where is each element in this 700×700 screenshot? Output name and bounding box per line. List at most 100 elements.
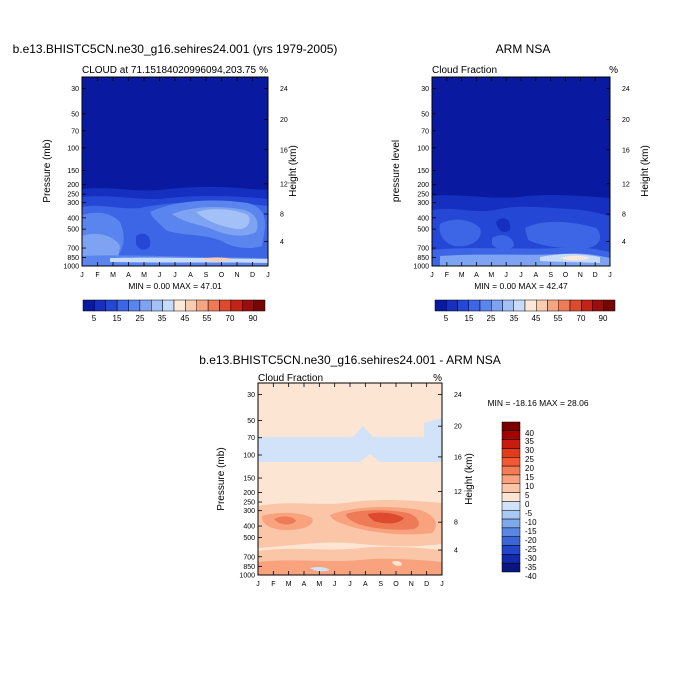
- panel-diff-units: %: [433, 373, 442, 384]
- y2-tick-label: 16: [454, 454, 462, 461]
- colorbar-label: 5: [444, 314, 449, 323]
- colorbar-swatch: [501, 492, 521, 502]
- colorbar-swatch: [524, 299, 537, 312]
- contour-lower-left: [82, 233, 120, 258]
- contour-midlevel-dark: [496, 218, 511, 232]
- colorbar-label: 90: [599, 314, 608, 323]
- y2-tick-label: 20: [622, 117, 630, 124]
- contour-upper-blue-right: [424, 418, 442, 437]
- panel-model-subtitle: CLOUD at 71.15184020996094,203.75: [82, 65, 256, 76]
- y2-tick-label: 4: [280, 239, 284, 246]
- y2-tick-label: 24: [622, 86, 630, 93]
- colorbar-label: 35: [510, 314, 519, 323]
- panel-model-title: b.e13.BHISTC5CN.ne30_g16.sehires24.001 (…: [13, 42, 338, 56]
- contour-level-15-20-a: [439, 219, 481, 247]
- panel-diff-minmax: MIN = -18.16 MAX = 28.06: [487, 398, 588, 408]
- x-tick-label: F: [445, 272, 449, 279]
- panel-arm-field: [432, 77, 610, 266]
- panel-arm-ylabel-right: Height (km): [640, 145, 651, 197]
- y-tick-label: 200: [243, 490, 255, 497]
- colorbar-swatch: [501, 554, 521, 564]
- colorbar-swatch: [479, 299, 492, 312]
- contour-midlevel-dark: [136, 233, 151, 250]
- colorbar-swatch: [116, 299, 129, 312]
- colorbar-label: 5: [92, 314, 97, 323]
- y-tick-label: 500: [243, 535, 255, 542]
- colorbar-swatch: [185, 299, 197, 312]
- x-tick-label: N: [578, 272, 583, 279]
- y-tick-label: 250: [67, 192, 79, 199]
- x-tick-label: J: [256, 581, 260, 588]
- y2-tick-label: 20: [280, 117, 288, 124]
- axes-layer: J F M A M J J A S O N D J305070100150200250300400500…: [63, 77, 630, 588]
- colorbar-swatch: [446, 299, 458, 312]
- x-tick-label: A: [533, 272, 538, 279]
- contour-surface-peak: [202, 257, 232, 262]
- y-tick-label: 300: [243, 508, 255, 515]
- colorbar-swatch: [501, 509, 521, 520]
- contour-level-neg5-0: [258, 437, 442, 462]
- colorbar-swatch: [501, 501, 521, 511]
- x-tick-label: O: [393, 581, 399, 588]
- colorbar-label: 15: [525, 473, 534, 482]
- x-tick-label: J: [333, 581, 337, 588]
- y2-tick-label: 8: [280, 212, 284, 219]
- y-tick-label: 50: [247, 418, 255, 425]
- colorbar-label: -35: [525, 563, 537, 572]
- colorbar-swatch: [501, 474, 521, 485]
- x-tick-label: J: [608, 272, 612, 279]
- y-tick-label: 70: [71, 128, 79, 135]
- colorbar-swatch: [501, 545, 521, 555]
- colorbar-swatch: [162, 299, 175, 312]
- x-tick-label: O: [563, 272, 569, 279]
- colorbar-swatch: [82, 299, 95, 312]
- y2-tick-label: 4: [454, 548, 458, 555]
- colorbar-labels: 5 15 25 35 45 55 70 90: [92, 314, 258, 323]
- y-tick-label: 500: [67, 227, 79, 234]
- y-tick-label: 700: [67, 246, 79, 253]
- x-tick-label: M: [141, 272, 147, 279]
- x-tick-label: M: [110, 272, 116, 279]
- colorbar-swatch: [501, 448, 521, 458]
- colorbar-label: -20: [525, 536, 537, 545]
- x-tick-label: M: [316, 581, 322, 588]
- y2-tick-label: 8: [622, 212, 626, 219]
- y-tick-label: 250: [417, 192, 429, 199]
- x-tick-label: M: [488, 272, 494, 279]
- colorbar-swatch: [501, 483, 521, 493]
- panel-arm-ylabel: pressure level: [391, 140, 402, 202]
- y-tick-label: 300: [417, 200, 429, 207]
- colorbar-labels: 5 15 25 35 45 55 70 90: [444, 314, 608, 323]
- y-tick-label: 700: [243, 554, 255, 561]
- y-tick-label: 400: [243, 524, 255, 531]
- y-tick-label: 100: [417, 145, 429, 152]
- y-tick-label: 1000: [413, 264, 429, 271]
- y2-tick-label: 16: [280, 147, 288, 154]
- colorbar-swatch: [592, 299, 604, 312]
- y-tick-label: 400: [417, 215, 429, 222]
- colorbar-label: 35: [525, 437, 534, 446]
- colorbar-swatch: [558, 299, 571, 312]
- colorbar-swatch: [94, 299, 106, 312]
- x-tick-label: F: [271, 581, 275, 588]
- y-tick-label: 100: [67, 145, 79, 152]
- colorbar-swatch: [501, 527, 521, 537]
- colorbar-swatch: [219, 299, 232, 312]
- y-tick-label: 50: [421, 111, 429, 118]
- x-tick-label: J: [80, 272, 84, 279]
- x-tick-label: M: [459, 272, 465, 279]
- panel-model-ylabel-right: Height (km): [288, 145, 299, 197]
- y2-tick-label: 12: [280, 181, 288, 188]
- panel-diff-subtitle: Cloud Fraction: [258, 373, 323, 384]
- colorbar-swatch: [457, 299, 469, 312]
- colorbar-swatch: [501, 421, 521, 432]
- panel-arm-units: %: [609, 65, 618, 76]
- colorbar-swatch: [581, 299, 593, 312]
- y-tick-label: 150: [417, 168, 429, 175]
- colorbar-label: 70: [577, 314, 586, 323]
- panel-diff-title: b.e13.BHISTC5CN.ne30_g16.sehires24.001 -…: [199, 353, 501, 367]
- contour-level-15-20-a: [274, 516, 296, 525]
- panel-model-minmax: MIN = 0.00 MAX = 47.01: [128, 281, 222, 291]
